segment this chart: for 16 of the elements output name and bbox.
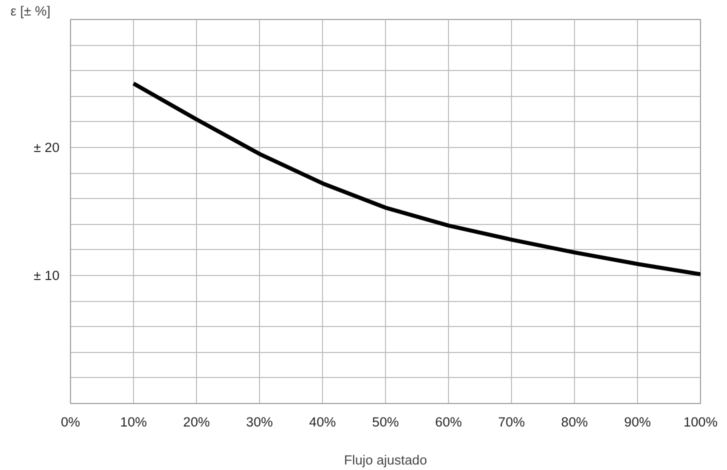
- x-tick-label: 60%: [435, 414, 462, 430]
- x-tick-label: 70%: [498, 414, 525, 430]
- x-tick-label: 10%: [120, 414, 147, 430]
- y-axis-title: ε [± %]: [10, 4, 50, 18]
- y-tick-label: ± 20: [34, 140, 60, 155]
- x-tick-label: 100%: [683, 414, 718, 430]
- x-tick-label: 50%: [372, 414, 399, 430]
- line-series: [132, 82, 700, 276]
- x-axis-title: Flujo ajustado: [344, 452, 427, 468]
- x-tick-label: 0%: [60, 414, 80, 430]
- x-tick-label: 40%: [309, 414, 336, 430]
- x-tick-label: 30%: [246, 414, 273, 430]
- x-tick-label: 20%: [183, 414, 210, 430]
- x-tick-label: 90%: [624, 414, 651, 430]
- y-tick-label: ± 10: [34, 268, 60, 283]
- x-tick-label: 80%: [561, 414, 588, 430]
